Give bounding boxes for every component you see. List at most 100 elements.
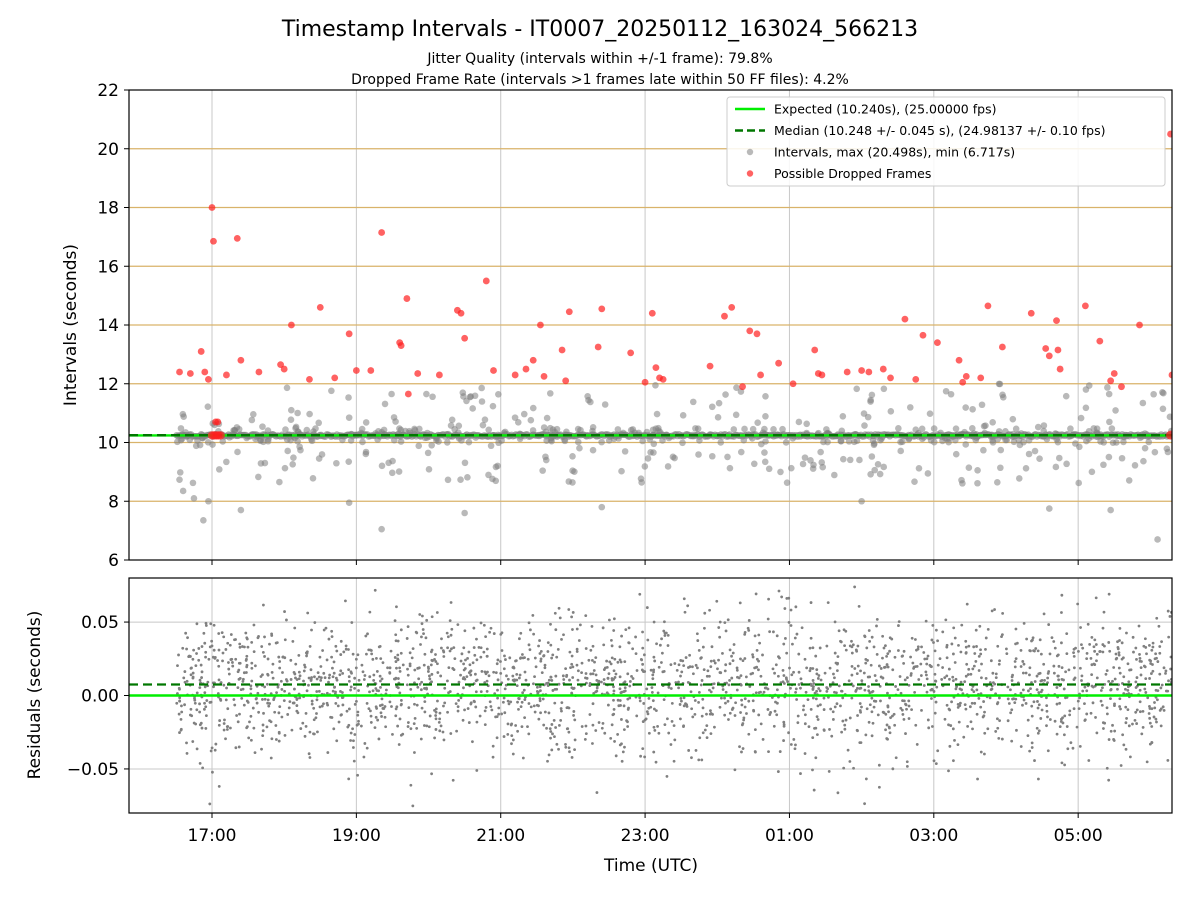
residual-point: [907, 717, 911, 720]
interval-point: [880, 385, 888, 393]
residual-point: [256, 636, 260, 640]
residual-point: [881, 676, 885, 680]
residual-point: [962, 735, 966, 739]
residual-point: [466, 656, 469, 660]
residual-point: [818, 689, 822, 693]
residual-point: [836, 791, 840, 795]
residual-point: [1135, 708, 1139, 712]
residual-point: [610, 723, 614, 727]
residual-point: [573, 738, 577, 742]
residual-point: [278, 705, 282, 709]
residual-point: [1077, 707, 1081, 711]
residual-point: [917, 678, 921, 681]
residual-point: [643, 670, 647, 673]
residual-point: [502, 696, 506, 700]
residual-point: [712, 682, 716, 686]
residual-point: [894, 685, 897, 688]
dropped-frame-point: [811, 346, 819, 354]
interval-point: [1107, 506, 1114, 514]
interval-point: [1141, 444, 1149, 452]
interval-point: [708, 403, 716, 411]
residual-point: [246, 725, 249, 729]
dropped-frame-point: [558, 346, 566, 354]
interval-point: [443, 439, 451, 446]
residual-point: [773, 671, 776, 675]
residual-point: [492, 670, 496, 674]
residual-point: [746, 626, 750, 630]
residual-point: [204, 727, 208, 730]
residual-point: [602, 678, 606, 681]
residual-point: [1101, 686, 1104, 690]
residual-point: [419, 737, 423, 741]
residual-point: [1160, 640, 1163, 644]
residual-point: [570, 662, 574, 666]
residual-point: [440, 637, 443, 641]
residual-point: [733, 714, 737, 717]
interval-point: [429, 393, 436, 401]
dropped-frame-point: [1053, 317, 1060, 324]
residual-point: [1111, 723, 1114, 727]
residual-point: [332, 660, 336, 664]
residual-point: [833, 620, 837, 624]
residual-point: [923, 657, 927, 661]
interval-point: [1083, 437, 1090, 445]
residual-point: [1104, 672, 1108, 676]
residual-point: [785, 651, 789, 655]
residual-point: [547, 753, 551, 757]
residual-point: [1142, 644, 1146, 648]
residual-point: [555, 742, 559, 746]
residual-point: [297, 670, 301, 674]
residual-point: [666, 644, 670, 647]
interval-point: [783, 479, 791, 486]
residual-point: [858, 741, 862, 745]
residual-point: [703, 611, 707, 615]
interval-point: [1082, 404, 1090, 412]
residual-point: [226, 707, 230, 711]
residual-point: [657, 665, 661, 669]
residual-point: [957, 720, 961, 724]
residual-point: [972, 664, 976, 668]
residual-point: [286, 713, 290, 716]
residual-point: [435, 611, 439, 614]
residual-point: [930, 638, 934, 642]
residual-point: [430, 772, 434, 776]
interval-point: [176, 469, 184, 476]
residual-point: [390, 705, 393, 708]
residual-point: [261, 723, 265, 727]
interval-point: [527, 416, 535, 424]
interval-point: [930, 425, 938, 432]
residual-point: [774, 663, 778, 667]
residual-point: [1033, 759, 1036, 762]
residual-point: [210, 746, 214, 750]
residual-point: [225, 686, 228, 690]
residual-point: [1083, 702, 1086, 706]
residual-point: [396, 653, 400, 657]
residual-point: [359, 724, 363, 728]
residual-point: [340, 713, 343, 717]
residual-point: [638, 592, 642, 596]
interval-point: [856, 456, 863, 464]
residual-point: [280, 715, 284, 719]
residual-point: [428, 677, 432, 681]
residual-point: [602, 643, 606, 647]
residual-point: [1065, 652, 1069, 656]
residual-point: [551, 732, 554, 736]
residual-point: [879, 667, 883, 670]
residual-point: [560, 709, 563, 713]
interval-point: [1016, 441, 1024, 449]
residual-point: [223, 718, 226, 722]
residual-point: [190, 666, 193, 670]
residual-point: [866, 659, 869, 662]
residual-point: [380, 697, 384, 701]
residual-point: [925, 677, 929, 681]
top-y-tick-label: 8: [108, 492, 119, 512]
residual-point: [884, 712, 888, 716]
interval-point: [1104, 384, 1111, 391]
residual-point: [209, 622, 213, 626]
interval-point: [176, 476, 183, 483]
residual-point: [285, 678, 288, 681]
residual-point: [543, 666, 547, 670]
residual-point: [538, 697, 542, 700]
residual-point: [195, 652, 198, 655]
